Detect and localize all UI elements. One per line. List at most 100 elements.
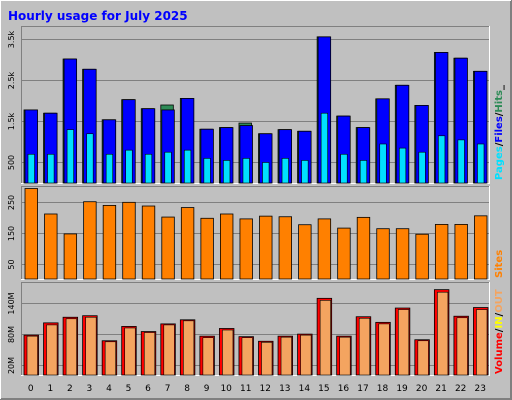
legend-sites: Sites — [494, 250, 505, 278]
bar-sites-14 — [298, 224, 312, 280]
legend-hits-part-3: / — [494, 112, 505, 116]
legend-volume: Volume/IN/OUT — [494, 289, 505, 374]
x-tick-label-23: 23 — [475, 384, 486, 394]
bar-out-2 — [65, 318, 77, 376]
bar-out-21 — [437, 291, 449, 376]
bar-sites-7 — [161, 216, 175, 280]
bar-pages-2 — [66, 129, 74, 184]
bar-pages-5 — [125, 149, 133, 184]
bar-out-1 — [46, 324, 58, 376]
bar-out-4 — [104, 341, 117, 376]
legend-hits-part-1: / — [494, 142, 505, 146]
bar-sites-17 — [356, 216, 371, 280]
bar-sites-12 — [259, 215, 273, 280]
bar-sites-2 — [63, 233, 78, 280]
bar-out-7 — [163, 324, 175, 376]
legend-volume-part-2: IN — [494, 316, 505, 328]
legend-volume-part-3: / — [494, 312, 505, 316]
bar-sites-23 — [474, 215, 488, 280]
bar-sites-15 — [317, 218, 332, 280]
bar-pages-4 — [105, 153, 114, 184]
bar-out-17 — [358, 317, 371, 376]
x-tick-label-18: 18 — [377, 384, 389, 394]
bar-sites-3 — [83, 201, 97, 280]
legend-volume-part-0: Volume — [494, 332, 505, 374]
y-tick-label-sites-2: 250 — [7, 195, 16, 210]
bar-out-3 — [85, 316, 97, 376]
bar-pages-21 — [438, 135, 446, 184]
y-tick-label-sites-0: 50 — [7, 259, 16, 269]
legend-hits-part-0: Pages — [494, 146, 505, 180]
bar-pages-18 — [379, 143, 387, 184]
bar-out-9 — [202, 337, 214, 376]
x-tick-label-10: 10 — [220, 384, 232, 394]
bar-pages-10 — [223, 160, 231, 184]
legend-hits-part-5: _ — [494, 85, 505, 90]
bar-out-8 — [183, 320, 195, 376]
bar-out-23 — [476, 309, 488, 376]
bar-pages-22 — [457, 139, 465, 184]
bar-pages-7 — [164, 151, 172, 184]
panel-volume-background — [21, 282, 490, 376]
x-tick-label-11: 11 — [240, 384, 251, 394]
x-tick-label-12: 12 — [260, 384, 271, 394]
bar-pages-3 — [86, 133, 94, 184]
chart-title: Hourly usage for July 2025 — [8, 9, 188, 23]
bar-sites-16 — [337, 227, 351, 280]
legend-sites-part-0: Sites — [494, 250, 505, 278]
x-tick-label-16: 16 — [338, 384, 350, 394]
y-tick-label-volume-0: 20M — [7, 357, 16, 374]
x-tick-label-19: 19 — [396, 384, 408, 394]
legend-hits: Pages/Files/Hits_ — [494, 85, 505, 180]
bar-sites-11 — [239, 218, 253, 280]
bar-out-16 — [339, 336, 351, 376]
bar-out-6 — [143, 332, 156, 376]
x-tick-label-21: 21 — [435, 384, 446, 394]
bar-out-20 — [417, 340, 429, 376]
x-tick-label-4: 4 — [106, 384, 112, 394]
x-tick-label-2: 2 — [67, 384, 73, 394]
bar-out-11 — [241, 337, 253, 376]
bar-pages-8 — [184, 149, 192, 184]
legend-hits-part-2: Files — [494, 116, 505, 142]
bar-pages-14 — [301, 160, 309, 184]
x-tick-label-0: 0 — [28, 384, 34, 394]
x-tick-label-17: 17 — [357, 384, 368, 394]
x-tick-label-9: 9 — [204, 384, 210, 394]
legend-volume-part-4: OUT — [494, 289, 505, 313]
bar-sites-6 — [141, 205, 156, 280]
y-tick-label-volume-2: 140M — [7, 292, 16, 314]
bar-pages-12 — [262, 162, 270, 184]
bar-out-18 — [378, 323, 390, 376]
bar-sites-9 — [200, 217, 214, 280]
y-tick-label-hits-1: 1.5k — [7, 112, 16, 130]
bar-sites-4 — [102, 204, 117, 280]
y-tick-label-hits-2: 2.5k — [7, 71, 16, 89]
bar-pages-9 — [203, 158, 211, 184]
bar-pages-13 — [281, 158, 289, 184]
bar-sites-8 — [180, 207, 195, 280]
x-tick-label-1: 1 — [47, 384, 53, 394]
bar-out-13 — [280, 336, 292, 376]
x-tick-label-7: 7 — [165, 384, 171, 394]
bar-out-19 — [397, 309, 410, 376]
x-tick-label-14: 14 — [299, 384, 311, 394]
bar-out-0 — [26, 335, 38, 376]
bar-sites-18 — [376, 228, 390, 280]
bar-sites-19 — [395, 228, 410, 280]
x-tick-label-5: 5 — [126, 384, 132, 394]
bar-out-22 — [456, 317, 468, 376]
bar-sites-0 — [24, 188, 38, 280]
x-axis-labels: 0 1 2 3 4 5 6 7 8 9 10 11 12 13 14 15 16 17 18 19 20 21 22 23 — [28, 384, 486, 394]
panel-sites: 50 150 250 — [7, 186, 490, 280]
x-tick-label-3: 3 — [87, 384, 93, 394]
chart-panels: 500 1.5k 2.5k 3.5k 50 150 250 20M 80M 140M — [7, 26, 490, 376]
bar-sites-21 — [434, 224, 449, 280]
x-tick-label-20: 20 — [416, 384, 428, 394]
bar-out-12 — [261, 341, 273, 376]
panel-volume: 20M 80M 140M — [7, 282, 490, 376]
bar-out-15 — [319, 300, 331, 376]
bar-pages-0 — [27, 153, 35, 184]
